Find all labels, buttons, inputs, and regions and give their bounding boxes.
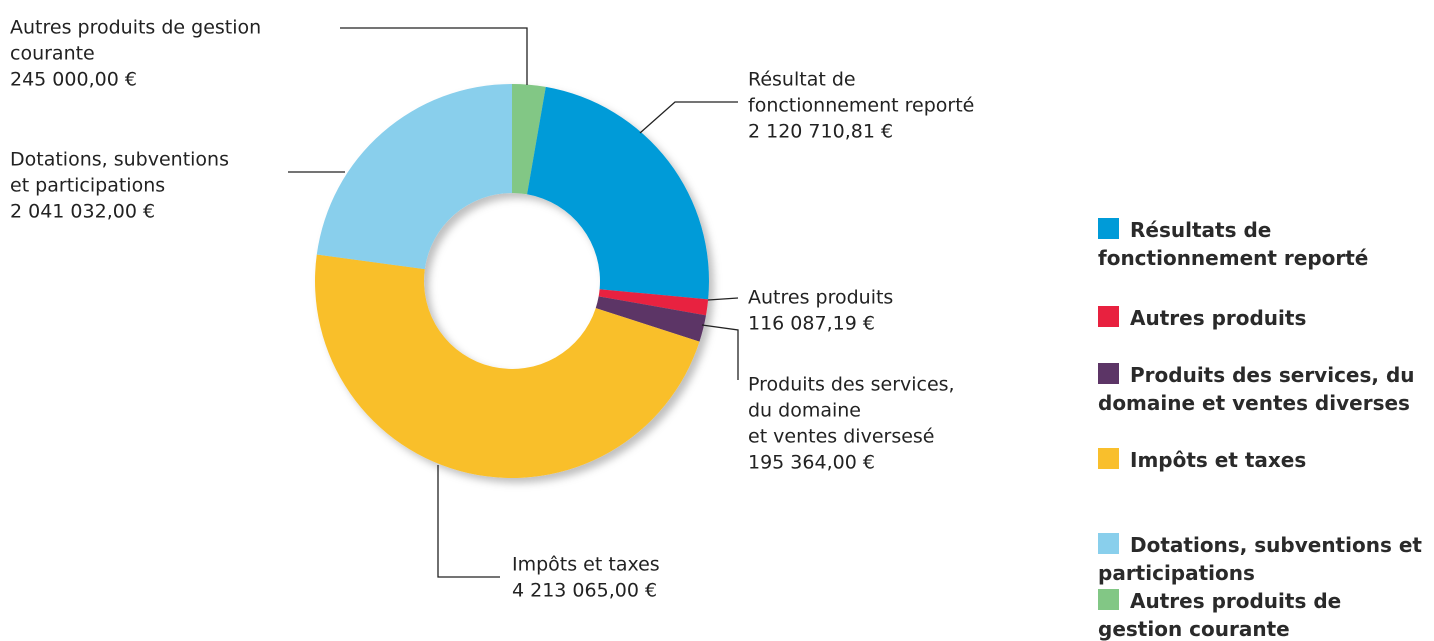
slice-label: et ventes diversesé: [748, 426, 935, 448]
slice-label: courante: [10, 43, 95, 65]
slice: [598, 289, 709, 316]
legend-label: Résultats de fonctionnement reporté: [1098, 218, 1369, 270]
legend-item: Produits des services, du domaine et ven…: [1098, 361, 1428, 417]
legend-swatch: [1098, 363, 1119, 384]
legend-swatch: [1098, 589, 1119, 610]
slice-label: Résultat de: [748, 69, 856, 91]
legend-label: Dotations, subventions et participations: [1098, 533, 1422, 585]
legend-swatch: [1098, 448, 1119, 469]
slice-label: fonctionnement reporté: [748, 95, 974, 117]
legend-label: Impôts et taxes: [1130, 448, 1307, 472]
legend-item: Dotations, subventions et participations: [1098, 531, 1428, 587]
leader-line: [707, 297, 739, 301]
leader-line: [340, 27, 528, 85]
legend-item: Résultats de fonctionnement reporté: [1098, 216, 1428, 272]
leader-line: [437, 465, 500, 578]
slice: [314, 254, 700, 479]
slice-value: 116 087,19 €: [748, 313, 875, 335]
legend-swatch: [1098, 306, 1119, 327]
slice: [527, 86, 709, 300]
slice-label: Autres produits de gestion: [10, 17, 261, 39]
slice-label: Autres produits: [748, 287, 893, 309]
legend-item: Autres produits: [1098, 304, 1428, 332]
slice-value: 245 000,00 €: [10, 69, 137, 91]
legend-swatch: [1098, 533, 1119, 554]
slice: [512, 84, 546, 195]
slice-value: 2 120 710,81 €: [748, 121, 893, 143]
leader-line: [701, 324, 739, 380]
slice-label: et participations: [10, 175, 165, 197]
donut: [314, 84, 709, 479]
slice-label: du domaine: [748, 400, 861, 422]
legend-label: Produits des services, du domaine et ven…: [1098, 363, 1415, 415]
legend-swatch: [1098, 218, 1119, 239]
legend-label: Autres produits de gestion courante: [1098, 589, 1342, 641]
slice-value: 195 364,00 €: [748, 452, 875, 474]
legend-item: Impôts et taxes: [1098, 446, 1428, 474]
slice-label: Dotations, subventions: [10, 149, 229, 171]
slice-label: Impôts et taxes: [512, 554, 660, 576]
leader-line: [639, 101, 738, 134]
legend-item: Autres produits de gestion courante: [1098, 587, 1428, 641]
slice-value: 4 213 065,00 €: [512, 580, 657, 602]
slice: [316, 84, 512, 270]
slice: [595, 296, 706, 342]
legend-label: Autres produits: [1130, 306, 1307, 330]
slice-value: 2 041 032,00 €: [10, 201, 155, 223]
slice-label: Produits des services,: [748, 374, 955, 396]
